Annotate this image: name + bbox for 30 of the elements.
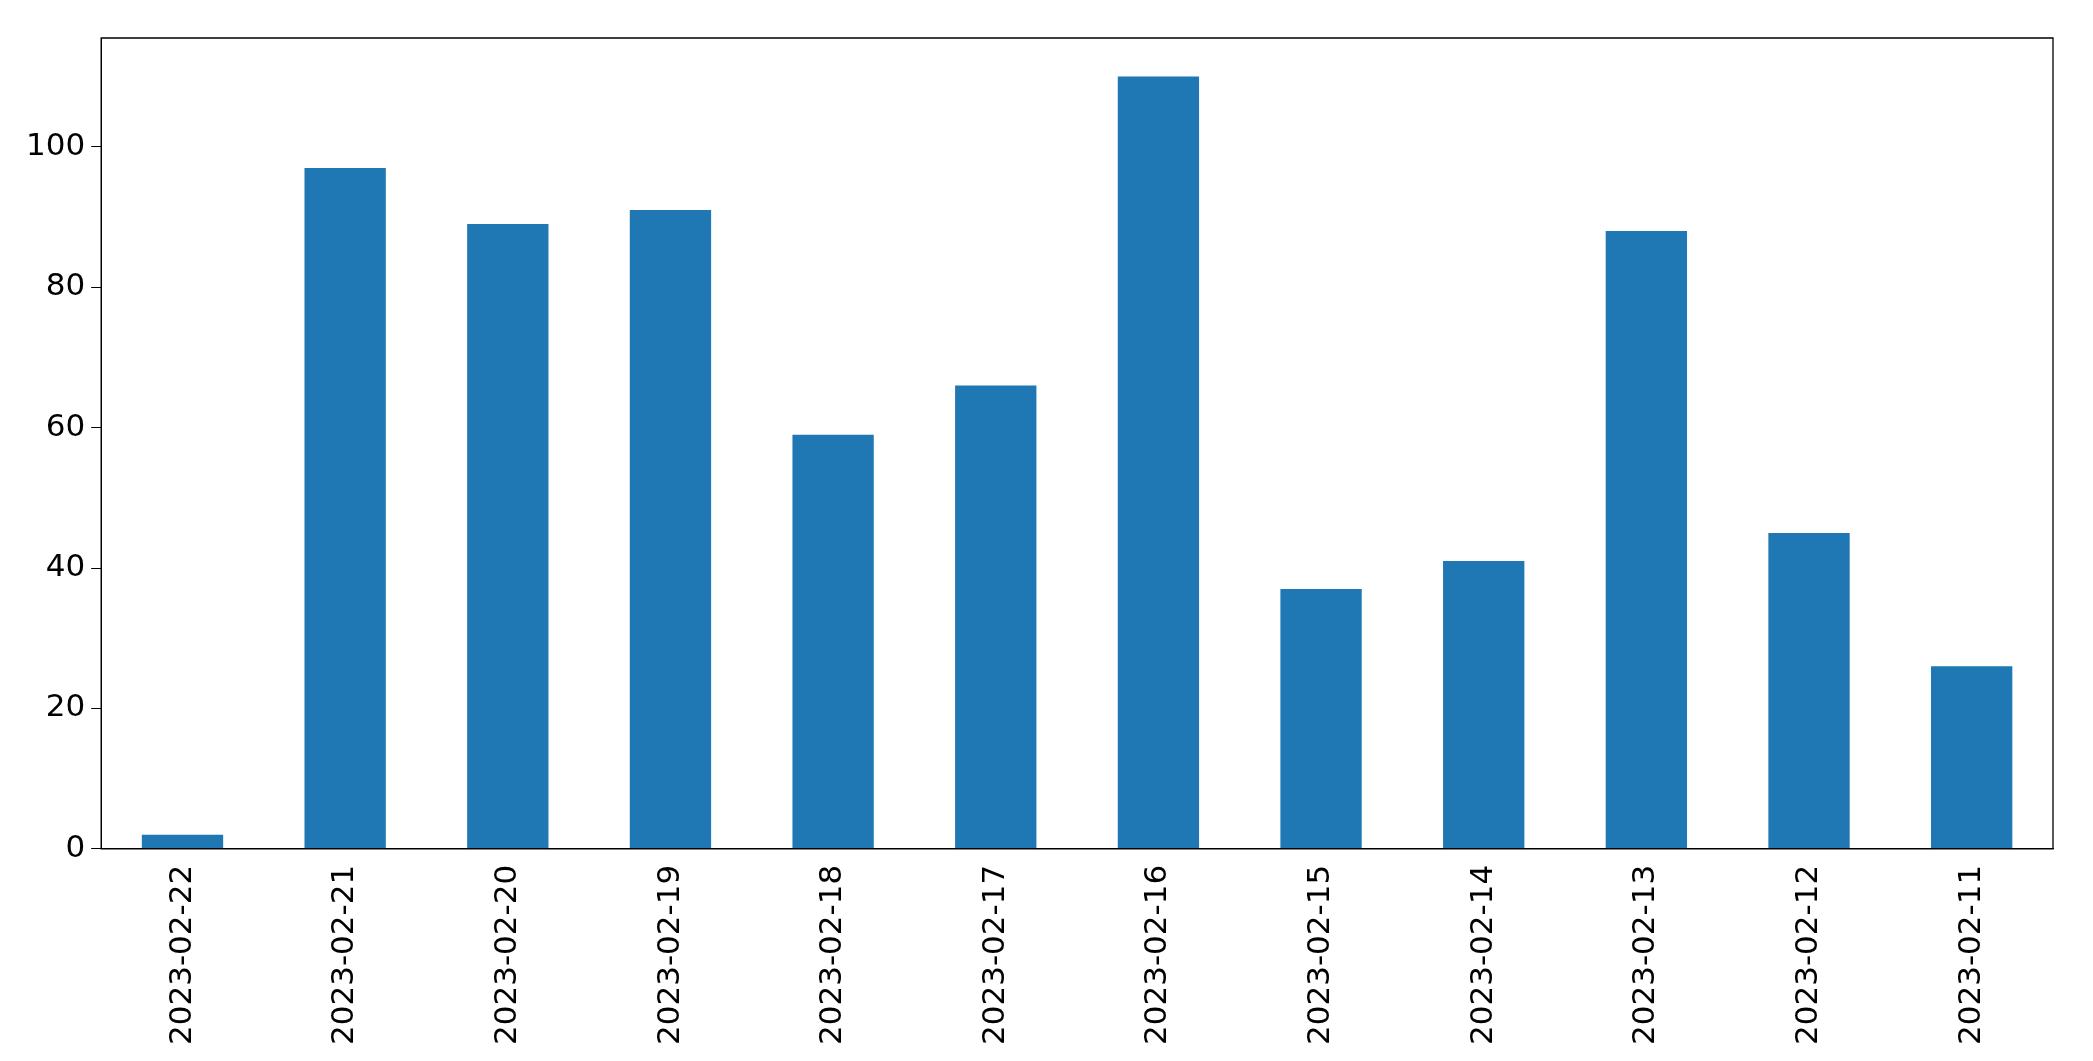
bar [141, 834, 224, 849]
x-tick-label: 2023-02-17 [974, 864, 1011, 1046]
x-tick-label: 2023-02-19 [649, 864, 686, 1046]
x-tick-label: 2023-02-15 [1300, 864, 1337, 1046]
x-tick-label: 2023-02-13 [1625, 864, 1662, 1046]
bar [467, 224, 549, 849]
x-tick-label: 2023-02-14 [1462, 864, 1499, 1046]
y-tick-label: 20 [45, 687, 86, 724]
bar [1931, 666, 2013, 849]
x-tick-label: 2023-02-11 [1950, 864, 1987, 1046]
bar [1117, 76, 1200, 849]
y-tick-label: 100 [26, 125, 86, 162]
x-tick-label: 2023-02-12 [1788, 864, 1825, 1046]
y-tick-label: 0 [65, 827, 86, 864]
x-tick-label: 2023-02-22 [161, 864, 198, 1046]
y-tick-label: 60 [45, 406, 86, 443]
bar [1768, 532, 1850, 849]
y-tick-label: 80 [45, 266, 86, 303]
bar [629, 210, 712, 849]
x-tick-label: 2023-02-16 [1137, 864, 1174, 1046]
bar [1280, 589, 1362, 849]
bar [304, 167, 386, 849]
x-tick-label: 2023-02-18 [812, 864, 849, 1046]
bar [1605, 231, 1688, 849]
y-tick-label: 40 [45, 547, 86, 584]
bar [792, 434, 874, 849]
x-tick-label: 2023-02-20 [486, 864, 523, 1046]
x-tick-label: 2023-02-21 [324, 864, 361, 1046]
bar [955, 385, 1037, 849]
bar [1443, 561, 1525, 849]
